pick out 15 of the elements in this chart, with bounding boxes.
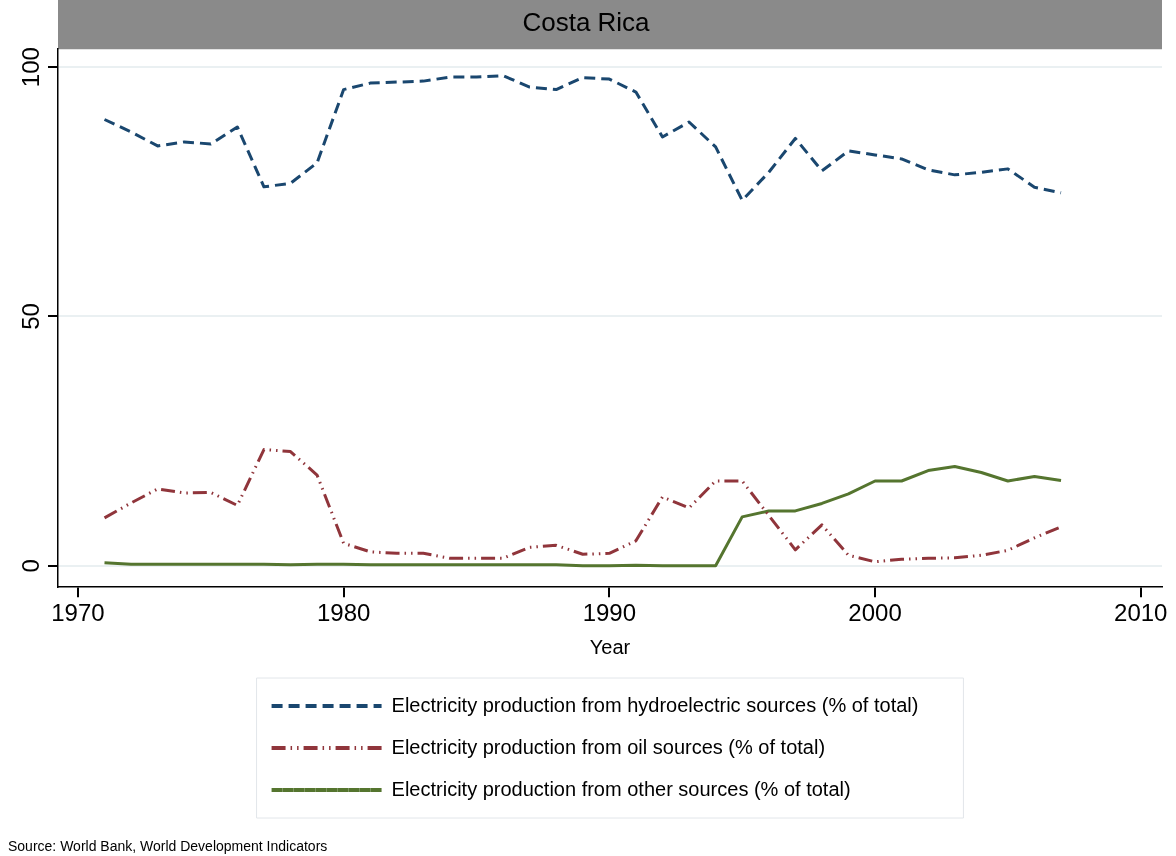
y-tick-label: 50 (16, 303, 44, 330)
x-tick-label: 2000 (848, 599, 902, 627)
x-tick-label: 1970 (51, 599, 105, 627)
legend-label: Electricity production from other sources (% of total) (391, 777, 851, 800)
legend-label: Electricity production from hydroelectric sources (% of total) (391, 693, 919, 716)
legend-label: Electricity production from oil sources (% of total) (391, 735, 826, 758)
line-series (103, 74, 1063, 202)
x-tick-label: 1980 (316, 599, 371, 627)
y-tick-label: 0 (16, 559, 44, 573)
y-tick-label: 100 (16, 47, 44, 88)
chart-title: Costa Rica (522, 6, 651, 37)
source-note: Source: World Bank, World Development Indicators (8, 837, 328, 854)
x-axis-title: Year (589, 635, 631, 658)
x-tick-label: 1990 (582, 599, 637, 627)
x-tick-label: 2010 (1114, 599, 1168, 627)
